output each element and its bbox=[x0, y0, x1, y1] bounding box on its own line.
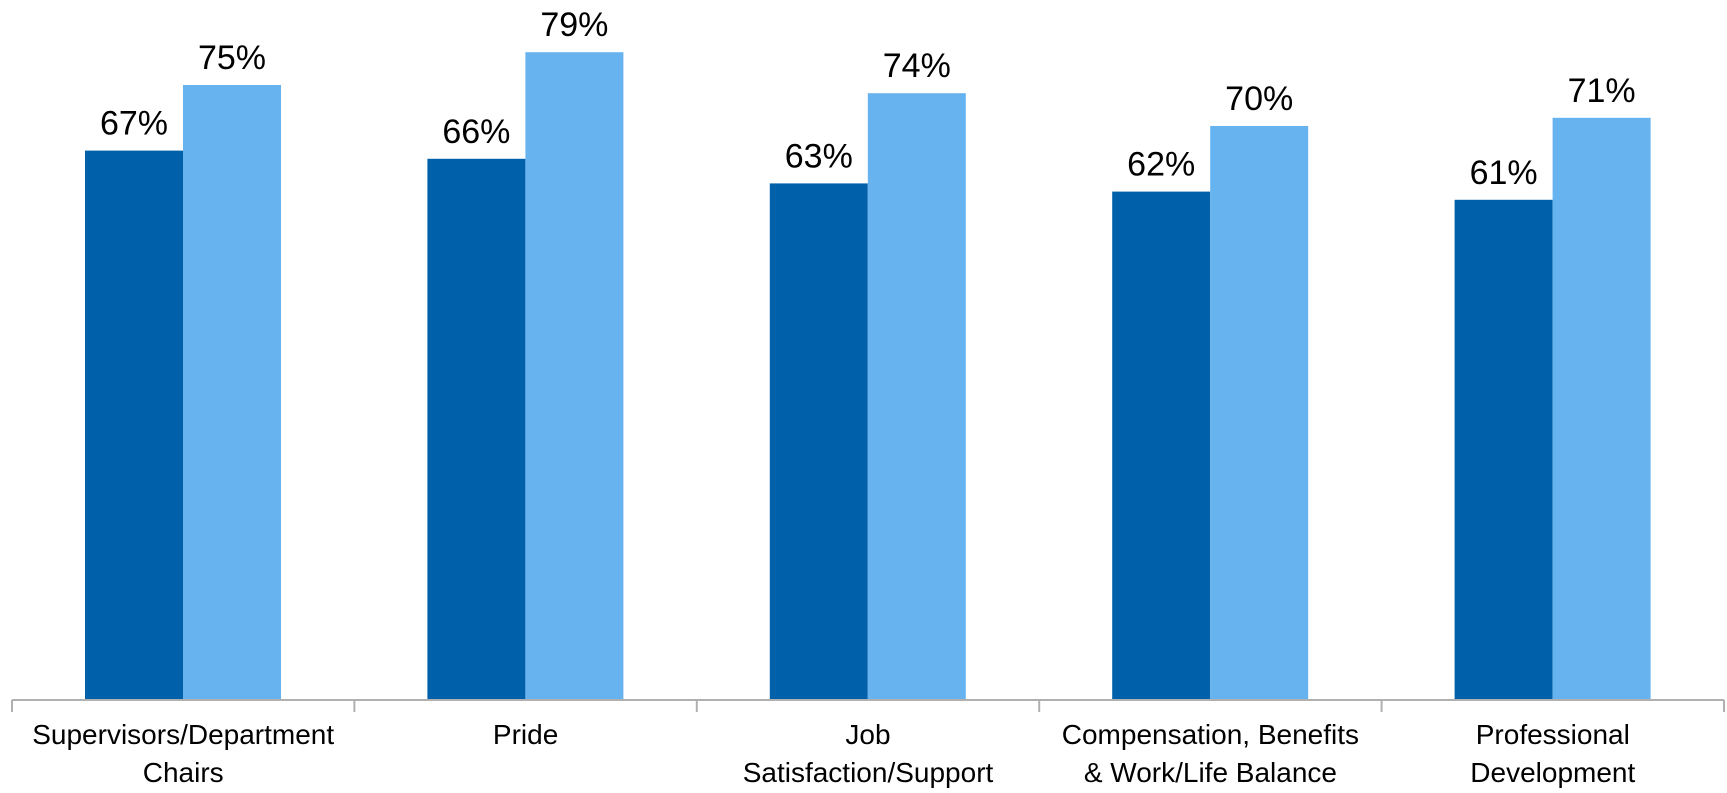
category-label-4-line-2: & Work/Life Balance bbox=[1084, 757, 1337, 788]
bar-s1-1 bbox=[85, 150, 183, 701]
x-axis bbox=[11, 699, 1725, 712]
data-label-s2-4: 70% bbox=[1225, 80, 1293, 118]
bar-s2-4 bbox=[1210, 126, 1309, 700]
data-label-s1-2: 66% bbox=[442, 113, 510, 151]
data-label-s2-2: 79% bbox=[540, 6, 608, 44]
data-label-s1-4: 62% bbox=[1127, 146, 1195, 184]
bar-s2-1 bbox=[183, 85, 281, 700]
bar-s1-4 bbox=[1112, 191, 1211, 700]
data-label-s2-1: 75% bbox=[198, 39, 266, 77]
bar-s2-2 bbox=[525, 52, 624, 700]
category-label-2-line-1: Pride bbox=[493, 719, 558, 750]
category-label-3-line-1: Job bbox=[845, 719, 890, 750]
value-labels-layer: 67% 66% 63% 62% 61% 75% 79% 74% 70% 71% bbox=[100, 6, 1636, 192]
data-label-s1-3: 63% bbox=[785, 137, 853, 175]
bar-s1-3 bbox=[769, 183, 868, 700]
bar-s2-3 bbox=[867, 93, 966, 700]
category-label-5-line-2: Development bbox=[1470, 757, 1635, 788]
bar-s1-5 bbox=[1454, 199, 1553, 701]
bar-s1-2 bbox=[427, 158, 526, 701]
bar-s2-5 bbox=[1552, 117, 1651, 701]
category-label-5-line-1: Professional bbox=[1476, 719, 1630, 750]
bars-layer bbox=[85, 52, 1651, 701]
category-label-1-line-2: Chairs bbox=[143, 757, 224, 788]
category-label-4-line-1: Compensation, Benefits bbox=[1062, 719, 1359, 750]
data-label-s2-5: 71% bbox=[1568, 72, 1636, 110]
category-labels-layer: Supervisors/Department Chairs Pride Job Sati… bbox=[32, 719, 1635, 788]
data-label-s1-5: 61% bbox=[1470, 154, 1538, 192]
data-label-s2-3: 74% bbox=[883, 47, 951, 85]
category-label-3-line-2: Satisfaction/Support bbox=[743, 757, 994, 788]
data-label-s1-1: 67% bbox=[100, 105, 168, 143]
category-label-1-line-1: Supervisors/Department bbox=[32, 719, 334, 750]
